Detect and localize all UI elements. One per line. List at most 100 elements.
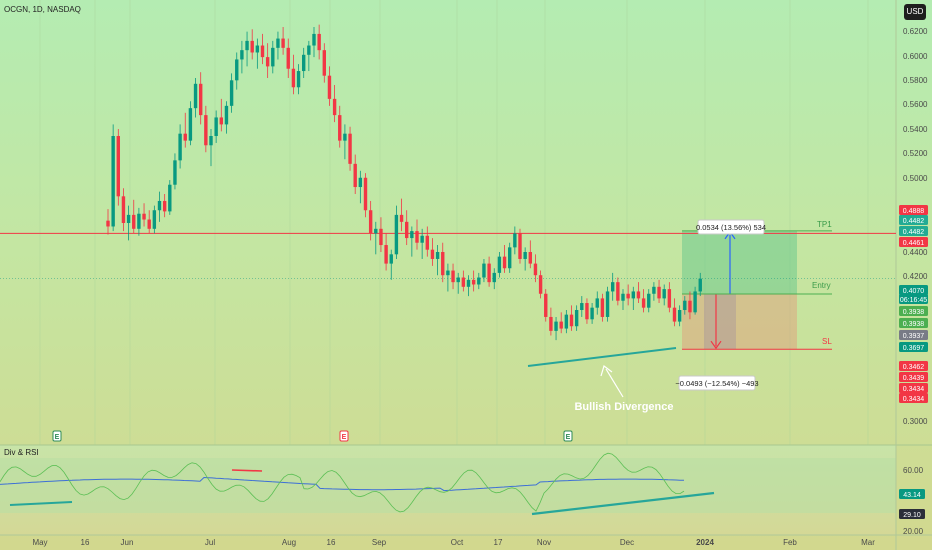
candle-body xyxy=(492,272,496,283)
candle xyxy=(554,316,558,341)
candle-body xyxy=(621,293,625,301)
candle-body xyxy=(487,263,491,283)
candle xyxy=(116,129,120,206)
earnings-marker[interactable]: E xyxy=(563,430,573,442)
candle-body xyxy=(580,303,584,310)
candle xyxy=(492,268,496,290)
price-badge-text: 0.3462 xyxy=(903,364,925,371)
candle xyxy=(528,240,532,269)
candle-body xyxy=(379,228,383,246)
candle-body xyxy=(657,286,661,299)
candle xyxy=(441,242,445,283)
candle-body xyxy=(348,133,352,164)
candle-body xyxy=(121,196,126,223)
price-tick-label: 0.5800 xyxy=(903,76,928,85)
candle-body xyxy=(518,233,522,259)
price-badge-bg xyxy=(899,215,928,225)
price-divergence-line[interactable] xyxy=(527,347,677,367)
candle-body xyxy=(693,291,697,313)
price-range-overlay xyxy=(704,293,736,350)
earnings-marker-box xyxy=(52,430,62,442)
candle xyxy=(631,286,635,310)
candle xyxy=(178,124,182,169)
candle-body xyxy=(214,117,218,136)
candle-body xyxy=(245,40,249,51)
candle xyxy=(559,312,563,334)
candle-body xyxy=(564,314,569,329)
candle-body xyxy=(296,71,301,88)
price-tick-label: 0.5000 xyxy=(903,174,928,183)
candle xyxy=(255,38,260,69)
rsi-badge: 43.14 xyxy=(899,489,925,499)
candle xyxy=(271,40,275,74)
candle-body xyxy=(183,133,187,141)
candle xyxy=(662,284,666,306)
price-badge-text: 0.4482 xyxy=(903,218,925,225)
candle-body xyxy=(338,115,342,141)
candle-body xyxy=(605,291,610,317)
loss-tooltip[interactable]: −0.0493 (−12.54%) −493 xyxy=(675,375,759,391)
price-badge-text: 0.3937 xyxy=(903,333,925,340)
earnings-marker[interactable]: E xyxy=(339,430,349,442)
candle-body xyxy=(106,220,110,227)
candle xyxy=(183,112,187,148)
candle-body xyxy=(327,75,332,99)
candle xyxy=(199,72,203,125)
candle xyxy=(466,275,471,297)
candle-body xyxy=(173,160,177,185)
candle-body xyxy=(611,282,615,292)
price-badge-bg xyxy=(899,342,928,352)
price-badge-bg xyxy=(899,361,928,371)
candle-body xyxy=(559,321,563,329)
profit-tooltip[interactable]: 0.0534 (13.56%) 534 xyxy=(696,219,766,235)
candle xyxy=(652,282,656,301)
price-badge-text: 0.4461 xyxy=(903,240,925,247)
candle-body xyxy=(477,277,481,285)
candle xyxy=(296,64,301,95)
earnings-marker-letter: E xyxy=(566,434,571,441)
candle-body xyxy=(137,213,141,229)
rsi-band xyxy=(0,458,896,513)
rsi-tick-label: 60.00 xyxy=(903,466,924,475)
price-tick-label: 0.5200 xyxy=(903,149,928,158)
candle-body xyxy=(641,298,646,308)
candle-body xyxy=(374,228,378,234)
price-badge-bg xyxy=(899,372,928,382)
candle xyxy=(379,217,383,252)
candle-body xyxy=(574,310,579,327)
candle xyxy=(410,226,414,257)
currency-button[interactable]: USD xyxy=(904,4,926,20)
annotations[interactable]: 0.0534 (13.56%) 534 −0.0493 (−12.54%) −49… xyxy=(52,219,766,442)
candle-body xyxy=(363,177,368,211)
symbol-title[interactable]: OCGN, 1D, NASDAQ xyxy=(4,5,81,14)
candle xyxy=(641,289,646,313)
candle-body xyxy=(549,316,553,331)
candle xyxy=(621,289,625,310)
rsi-bearish-line[interactable] xyxy=(231,469,263,472)
candle-body xyxy=(132,214,136,229)
price-badge: 0.4482 xyxy=(899,215,928,225)
candle xyxy=(688,291,692,320)
rsi-divergence-line[interactable] xyxy=(531,491,715,516)
candle-body xyxy=(667,289,672,308)
price-badge: 0.4070 xyxy=(899,285,928,295)
earnings-marker[interactable]: E xyxy=(52,430,62,442)
price-badge-text: 0.4482 xyxy=(903,229,925,236)
candle xyxy=(647,289,651,313)
candle-body xyxy=(590,307,594,320)
candle xyxy=(626,284,630,306)
candle xyxy=(137,207,141,236)
rsi-panel-title[interactable]: Div & RSI xyxy=(4,448,39,457)
price-badge-text: 0.3439 xyxy=(903,375,925,382)
loss-zone[interactable] xyxy=(682,293,797,350)
rsi-divergence-line-early[interactable] xyxy=(9,501,73,506)
candle-body xyxy=(410,231,414,239)
candle xyxy=(461,270,466,292)
candle-body xyxy=(405,221,409,239)
time-tick-label: Sep xyxy=(372,538,387,547)
candle-body xyxy=(209,136,213,146)
earnings-marker-letter: E xyxy=(55,434,60,441)
position-tool[interactable] xyxy=(682,230,797,350)
